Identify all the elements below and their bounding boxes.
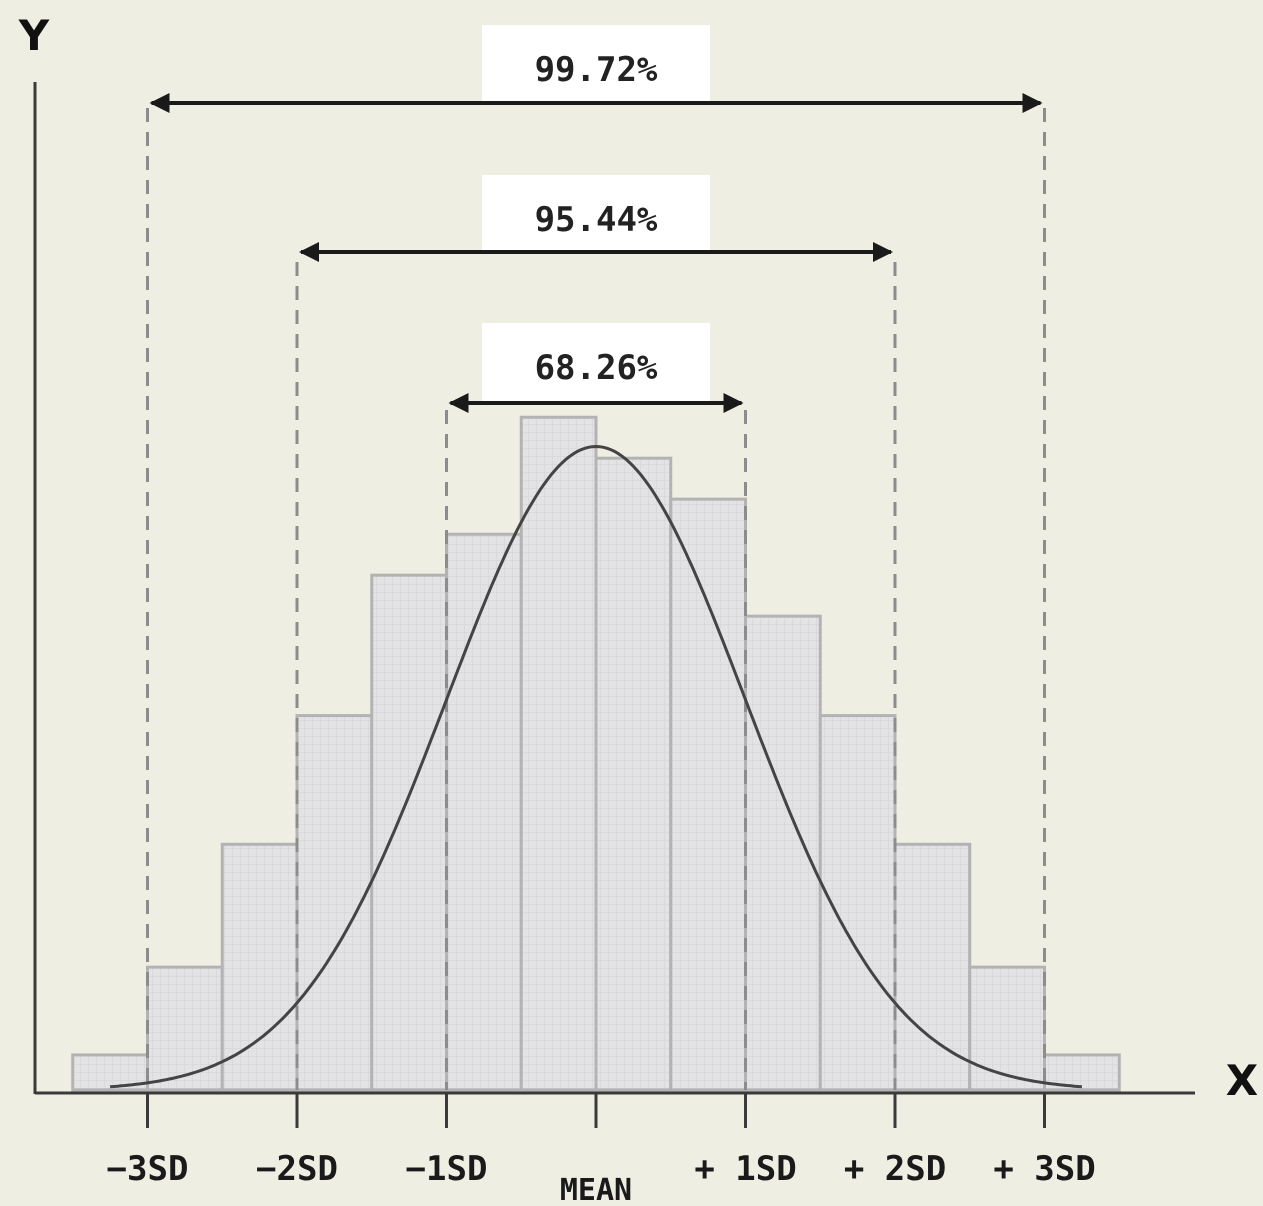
axes: Y X bbox=[18, 11, 1258, 1105]
normal-curve-line bbox=[110, 444, 1082, 1089]
pct-box-2 bbox=[482, 323, 710, 401]
tick-label-minus3sd: −3SD bbox=[107, 1149, 189, 1189]
histogram-bar-2 bbox=[220, 842, 299, 1092]
x-axis-label: X bbox=[1226, 1056, 1258, 1105]
tick-label-plus3sd: + 3SD bbox=[993, 1149, 1095, 1189]
histogram-bar-6 bbox=[519, 415, 598, 1092]
histogram-bar-7 bbox=[594, 456, 673, 1092]
histogram-bar-11 bbox=[893, 842, 972, 1092]
pct-label-1: 95.44% bbox=[535, 200, 658, 240]
percentage-ranges: 99.72% 95.44% 68.26% bbox=[149, 25, 1043, 413]
x-ticks: −3SD −2SD −1SD MEAN + 1SD + 2SD + 3SD bbox=[107, 1093, 1096, 1206]
sd-dashed-lines bbox=[146, 108, 1046, 1090]
histogram-bar-9 bbox=[744, 614, 822, 1092]
tick-label-minus1sd: −1SD bbox=[406, 1149, 488, 1189]
normal-curve bbox=[110, 444, 1082, 1089]
histogram-bar-0 bbox=[71, 1053, 149, 1092]
pct-box-1 bbox=[482, 175, 710, 253]
histogram-bar-1 bbox=[146, 965, 224, 1092]
histogram-bar-10 bbox=[818, 714, 897, 1092]
pct-label-2: 68.26% bbox=[535, 348, 658, 388]
y-axis-label: Y bbox=[18, 11, 50, 60]
tick-label-mean: MEAN bbox=[560, 1173, 632, 1206]
histogram-bar-8 bbox=[669, 497, 747, 1092]
histogram-bars bbox=[71, 415, 1121, 1092]
pct-label-0: 99.72% bbox=[535, 50, 658, 90]
tick-label-minus2sd: −2SD bbox=[256, 1149, 338, 1189]
histogram-bar-12 bbox=[968, 965, 1046, 1092]
histogram-bar-3 bbox=[295, 714, 374, 1092]
histogram-bar-4 bbox=[370, 573, 448, 1092]
pct-box-0 bbox=[482, 25, 710, 103]
histogram-bar-5 bbox=[445, 532, 523, 1092]
tick-label-plus2sd: + 2SD bbox=[844, 1149, 946, 1189]
tick-label-plus1sd: + 1SD bbox=[694, 1149, 796, 1189]
